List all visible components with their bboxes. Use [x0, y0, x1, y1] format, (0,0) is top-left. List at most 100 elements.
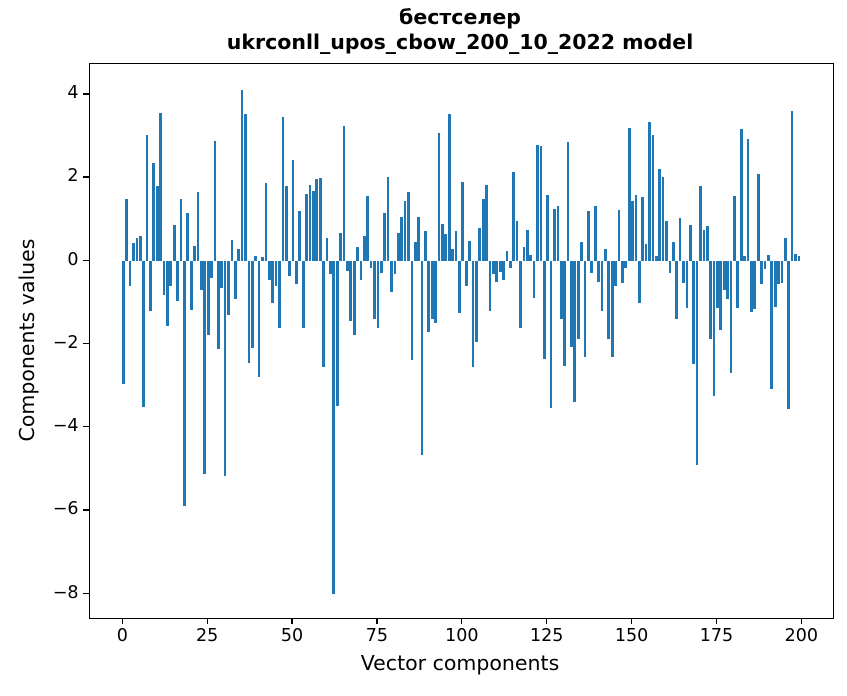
bar — [590, 261, 594, 273]
bar — [519, 261, 522, 328]
bar — [437, 133, 441, 262]
bar — [508, 261, 512, 268]
bar — [339, 233, 342, 262]
bar — [726, 261, 729, 300]
bar — [767, 254, 770, 262]
bar — [658, 168, 662, 262]
bar — [373, 261, 376, 320]
bar — [468, 240, 471, 262]
bar — [298, 210, 302, 262]
bar — [352, 261, 356, 336]
bar — [135, 238, 139, 262]
bar — [675, 261, 679, 320]
bar — [542, 261, 546, 359]
bar — [376, 261, 380, 328]
bar — [210, 261, 213, 278]
bar — [301, 261, 305, 328]
bar — [193, 245, 196, 262]
bar — [763, 261, 767, 269]
bar — [413, 241, 417, 262]
bar — [546, 195, 550, 262]
x-tick-mark — [800, 618, 802, 625]
bar — [695, 261, 699, 466]
bar — [614, 261, 617, 287]
bar — [648, 121, 651, 262]
bar — [451, 248, 454, 262]
bar — [688, 225, 692, 262]
bar — [495, 261, 499, 283]
bar — [430, 261, 434, 320]
x-tick-mark — [121, 618, 123, 625]
bar — [145, 135, 149, 262]
bar — [179, 198, 183, 262]
bar — [502, 261, 505, 281]
bar — [709, 261, 712, 339]
bar — [346, 261, 349, 271]
bar — [756, 173, 760, 262]
bar — [335, 261, 339, 407]
chart-title: бестселер ukrconll_upos_cbow_200_10_2022… — [88, 5, 832, 55]
bar — [281, 116, 285, 262]
bar — [162, 261, 166, 295]
bar — [417, 216, 421, 262]
bar — [692, 261, 696, 365]
y-tick-label: 4 — [67, 83, 79, 104]
bar — [240, 89, 244, 262]
bar — [607, 261, 611, 339]
bar — [227, 261, 230, 316]
bar — [665, 220, 668, 262]
bar — [573, 261, 577, 402]
bar — [400, 216, 404, 262]
bar — [627, 127, 631, 262]
bar — [529, 254, 533, 262]
bar — [570, 261, 573, 347]
bar — [349, 261, 353, 321]
bar — [583, 261, 587, 357]
y-tick-mark — [82, 342, 89, 345]
x-axis-label: Vector components — [360, 651, 560, 675]
bar — [641, 197, 645, 262]
bar — [132, 242, 135, 262]
bar — [685, 261, 689, 309]
x-tick-mark — [546, 618, 548, 625]
bar — [637, 261, 641, 303]
bar — [481, 198, 485, 262]
bar — [220, 261, 224, 289]
bar — [396, 233, 400, 262]
bar — [617, 209, 621, 262]
bar — [716, 261, 719, 309]
plot-area — [88, 62, 834, 619]
bar — [305, 194, 308, 262]
y-tick-label: −2 — [52, 332, 79, 353]
bar — [200, 261, 203, 291]
bar — [390, 261, 393, 293]
bar — [213, 140, 217, 262]
bar — [424, 231, 427, 262]
bar — [308, 184, 312, 262]
y-tick-mark — [82, 93, 89, 95]
bar — [780, 261, 784, 284]
bar — [634, 195, 638, 262]
bar — [729, 261, 733, 373]
y-tick-label: 2 — [67, 166, 79, 187]
bar — [553, 209, 556, 262]
bar — [407, 191, 410, 262]
bar — [770, 261, 774, 389]
bar — [196, 191, 200, 262]
bar — [475, 261, 478, 343]
bar — [434, 261, 437, 323]
bar — [318, 177, 322, 262]
bar — [722, 261, 726, 291]
bar — [485, 184, 488, 262]
bar — [393, 261, 397, 274]
bar — [654, 255, 658, 262]
x-tick-mark — [630, 618, 633, 625]
bar — [492, 261, 495, 274]
bar — [183, 261, 186, 507]
x-tick-label: 50 — [280, 626, 304, 646]
bar — [644, 243, 648, 262]
y-tick-label: 0 — [67, 249, 79, 270]
bar — [149, 261, 152, 312]
bar — [159, 112, 162, 262]
x-tick-label: 100 — [445, 626, 479, 646]
